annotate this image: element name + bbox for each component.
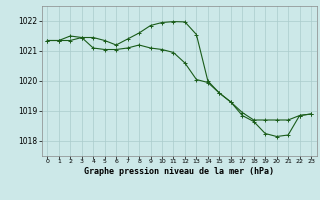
- X-axis label: Graphe pression niveau de la mer (hPa): Graphe pression niveau de la mer (hPa): [84, 167, 274, 176]
